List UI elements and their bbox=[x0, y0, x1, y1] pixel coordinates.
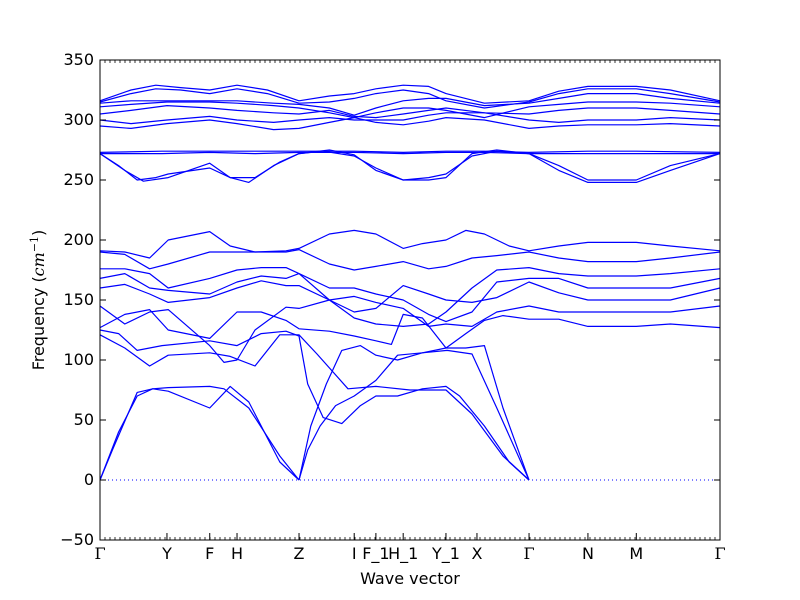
band-line-22 bbox=[99, 88, 721, 109]
y-tick-label: 300 bbox=[63, 110, 94, 129]
band-line-21 bbox=[99, 93, 721, 116]
band-line-17 bbox=[99, 117, 721, 131]
band-line-3 bbox=[99, 329, 530, 481]
band-line-13 bbox=[99, 150, 721, 183]
kpoint-label: M bbox=[629, 544, 643, 563]
band-line-20 bbox=[99, 101, 721, 119]
y-tick-label: 250 bbox=[63, 170, 94, 189]
kpoint-label: N bbox=[582, 544, 594, 563]
band-lines bbox=[99, 84, 721, 481]
y-tick-label: 100 bbox=[63, 350, 94, 369]
y-tick-label: 150 bbox=[63, 290, 94, 309]
band-line-9 bbox=[99, 273, 721, 323]
y-tick-label: 50 bbox=[74, 410, 94, 429]
kpoint-label: F_1 bbox=[362, 544, 389, 564]
band-line-18 bbox=[99, 112, 721, 125]
plot-area-frame bbox=[99, 59, 721, 541]
band-line-16 bbox=[99, 150, 721, 153]
band-line-11 bbox=[99, 249, 721, 271]
band-line-7 bbox=[99, 295, 721, 363]
x-axis-label: Wave vector bbox=[360, 569, 460, 588]
kpoint-label: Y bbox=[161, 544, 172, 563]
y-tick-label: −50 bbox=[60, 530, 94, 549]
kpoint-label: H bbox=[231, 544, 243, 563]
kpoint-label: Γ bbox=[94, 544, 105, 563]
y-tick-label: 350 bbox=[63, 50, 94, 69]
kpoint-label: X bbox=[471, 544, 482, 563]
band-line-1 bbox=[99, 385, 300, 481]
band-line-4 bbox=[298, 345, 530, 481]
y-axis-label: Frequency (cm−1) bbox=[28, 230, 48, 371]
y-tick-label: 0 bbox=[84, 470, 94, 489]
band-line-23 bbox=[99, 84, 721, 104]
y-axis-label-text: Frequency ( bbox=[29, 276, 48, 370]
band-line-6 bbox=[99, 309, 721, 349]
y-axis-ticks: −50 0 50 100 150 200 250 300 350 bbox=[60, 50, 720, 549]
y-axis-label-close: ) bbox=[29, 230, 48, 236]
y-tick-label: 200 bbox=[63, 230, 94, 249]
band-line-2 bbox=[99, 334, 530, 481]
y-axis-label-unit: cm bbox=[29, 252, 48, 276]
kpoint-label: Γ bbox=[714, 544, 725, 563]
kpoint-label: F bbox=[205, 544, 214, 563]
kpoint-label: I bbox=[352, 544, 357, 563]
band-line-10 bbox=[100, 267, 721, 327]
band-line-8 bbox=[99, 280, 721, 313]
band-line-12 bbox=[99, 229, 721, 259]
kpoint-label: Γ bbox=[523, 544, 534, 563]
kpoint-label: H_1 bbox=[388, 544, 418, 564]
band-line-5 bbox=[298, 345, 530, 481]
x-axis-ticks: Γ Y F H Z I F_1H_1 Y_1 X Γ N M Γ bbox=[94, 60, 726, 564]
kpoint-label: Y_1 bbox=[431, 544, 460, 564]
band-line-19 bbox=[99, 105, 721, 119]
y-axis-label-exponent: −1 bbox=[28, 236, 41, 252]
band-line-15 bbox=[100, 151, 720, 155]
band-line-14 bbox=[99, 149, 721, 183]
band-line-0 bbox=[99, 385, 300, 481]
kpoint-label: Z bbox=[294, 544, 305, 563]
